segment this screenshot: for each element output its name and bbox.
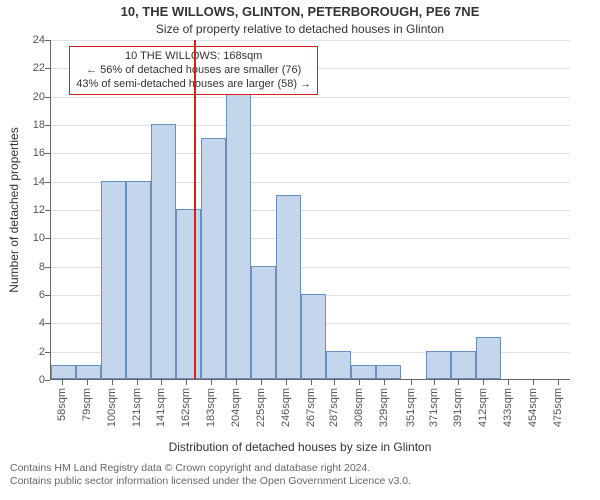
x-tick-mark — [236, 380, 237, 385]
y-tick-mark — [45, 238, 50, 239]
y-tick-label: 22 — [5, 62, 45, 74]
grid-line — [51, 153, 570, 154]
x-tick-label: 79sqm — [81, 388, 93, 421]
histogram-bar — [376, 365, 401, 379]
grid-line — [51, 40, 570, 41]
x-tick-label: 58sqm — [56, 388, 68, 421]
footer-line-2: Contains public sector information licen… — [10, 475, 411, 488]
y-tick-label: 2 — [5, 346, 45, 358]
y-tick-label: 8 — [5, 261, 45, 273]
y-tick-label: 6 — [5, 289, 45, 301]
histogram-bar — [201, 138, 226, 379]
y-tick-mark — [45, 323, 50, 324]
histogram-bar — [101, 181, 126, 379]
x-tick-mark — [334, 380, 335, 385]
y-tick-label: 18 — [5, 119, 45, 131]
plot-area: 10 THE WILLOWS: 168sqm ← 56% of detached… — [50, 40, 570, 380]
y-tick-mark — [45, 97, 50, 98]
x-tick-label: 454sqm — [527, 388, 539, 427]
histogram-bar — [51, 365, 76, 379]
x-tick-label: 308sqm — [353, 388, 365, 427]
chart-subtitle: Size of property relative to detached ho… — [0, 22, 600, 36]
x-tick-mark — [434, 380, 435, 385]
x-tick-mark — [508, 380, 509, 385]
x-tick-mark — [483, 380, 484, 385]
y-tick-label: 24 — [5, 34, 45, 46]
x-tick-label: 371sqm — [428, 388, 440, 427]
histogram-bar — [426, 351, 451, 379]
histogram-bar — [126, 181, 151, 379]
histogram-bar — [301, 294, 326, 379]
x-tick-label: 412sqm — [477, 388, 489, 427]
y-tick-label: 16 — [5, 147, 45, 159]
x-tick-label: 475sqm — [552, 388, 564, 427]
histogram-bar — [451, 351, 476, 379]
y-tick-mark — [45, 68, 50, 69]
x-tick-mark — [62, 380, 63, 385]
x-tick-label: 204sqm — [230, 388, 242, 427]
histogram-bar — [151, 124, 176, 379]
chart-title: 10, THE WILLOWS, GLINTON, PETERBOROUGH, … — [0, 4, 600, 19]
x-tick-label: 121sqm — [131, 388, 143, 427]
histogram-bar — [226, 67, 251, 379]
x-tick-label: 225sqm — [255, 388, 267, 427]
x-tick-mark — [112, 380, 113, 385]
y-tick-label: 14 — [5, 176, 45, 188]
x-axis-label: Distribution of detached houses by size … — [0, 440, 600, 454]
y-tick-mark — [45, 295, 50, 296]
grid-line — [51, 125, 570, 126]
y-tick-mark — [45, 267, 50, 268]
x-tick-mark — [161, 380, 162, 385]
y-tick-mark — [45, 153, 50, 154]
x-tick-mark — [533, 380, 534, 385]
histogram-bar — [76, 365, 101, 379]
y-tick-label: 4 — [5, 317, 45, 329]
y-tick-label: 12 — [5, 204, 45, 216]
y-tick-mark — [45, 40, 50, 41]
x-tick-mark — [558, 380, 559, 385]
histogram-bar — [351, 365, 376, 379]
x-tick-label: 391sqm — [452, 388, 464, 427]
x-tick-mark — [286, 380, 287, 385]
x-tick-label: 183sqm — [205, 388, 217, 427]
grid-line — [51, 97, 570, 98]
marker-line — [194, 40, 196, 379]
histogram-bar — [176, 209, 201, 379]
x-tick-mark — [311, 380, 312, 385]
y-tick-mark — [45, 352, 50, 353]
x-tick-mark — [87, 380, 88, 385]
histogram-bar — [251, 266, 276, 379]
x-tick-label: 329sqm — [378, 388, 390, 427]
x-tick-label: 351sqm — [405, 388, 417, 427]
histogram-bar — [476, 337, 501, 380]
x-tick-mark — [458, 380, 459, 385]
y-tick-mark — [45, 125, 50, 126]
x-tick-mark — [186, 380, 187, 385]
y-tick-mark — [45, 182, 50, 183]
x-tick-label: 246sqm — [280, 388, 292, 427]
footer: Contains HM Land Registry data © Crown c… — [10, 462, 411, 488]
x-tick-mark — [359, 380, 360, 385]
y-tick-mark — [45, 380, 50, 381]
histogram-bar — [276, 195, 301, 379]
x-tick-label: 100sqm — [106, 388, 118, 427]
y-tick-label: 10 — [5, 232, 45, 244]
histogram-bar — [326, 351, 351, 379]
x-tick-mark — [211, 380, 212, 385]
x-tick-mark — [384, 380, 385, 385]
y-tick-label: 0 — [5, 374, 45, 386]
x-tick-mark — [261, 380, 262, 385]
x-tick-mark — [411, 380, 412, 385]
y-tick-label: 20 — [5, 91, 45, 103]
x-tick-label: 162sqm — [180, 388, 192, 427]
y-tick-mark — [45, 210, 50, 211]
x-tick-mark — [137, 380, 138, 385]
x-tick-label: 287sqm — [328, 388, 340, 427]
footer-line-1: Contains HM Land Registry data © Crown c… — [10, 462, 411, 475]
chart-page: { "chart": { "type": "histogram", "title… — [0, 0, 600, 500]
x-tick-label: 267sqm — [305, 388, 317, 427]
x-tick-label: 433sqm — [502, 388, 514, 427]
x-tick-label: 141sqm — [155, 388, 167, 427]
